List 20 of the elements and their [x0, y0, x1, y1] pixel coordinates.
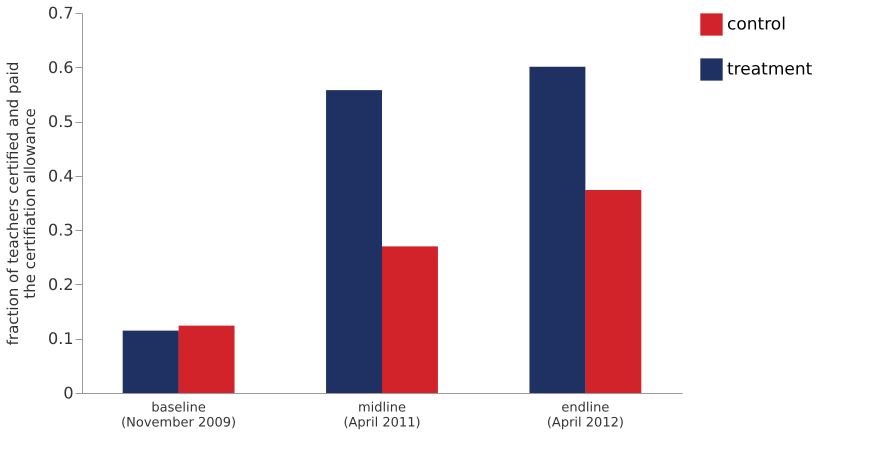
bar [122, 330, 179, 393]
y-tick-label: 0.6 [48, 58, 74, 77]
y-tick-label: 0.2 [48, 274, 74, 294]
y-tick-label: 0.5 [48, 112, 74, 132]
x-tick-label: midline (April 2011) [343, 400, 421, 430]
y-tick-label: 0.7 [48, 4, 74, 22]
y-tick-label: 0.4 [48, 166, 74, 186]
y-tick-label: 0.3 [48, 220, 74, 240]
bar [585, 190, 642, 393]
bar [178, 326, 235, 393]
bar [326, 90, 382, 393]
bar [529, 66, 586, 393]
y-axis-title: fraction of teachers certified and paid the certifiation allowance [4, 62, 40, 346]
y-tick-label: 0.1 [48, 329, 74, 348]
bar [382, 246, 438, 393]
x-tick-label: baseline (November 2009) [121, 400, 236, 430]
x-tick-label: endline (April 2012) [546, 400, 624, 430]
legend-label: treatment [727, 60, 813, 80]
legend-label: control [727, 14, 786, 34]
y-tick-label: 0 [63, 384, 74, 402]
